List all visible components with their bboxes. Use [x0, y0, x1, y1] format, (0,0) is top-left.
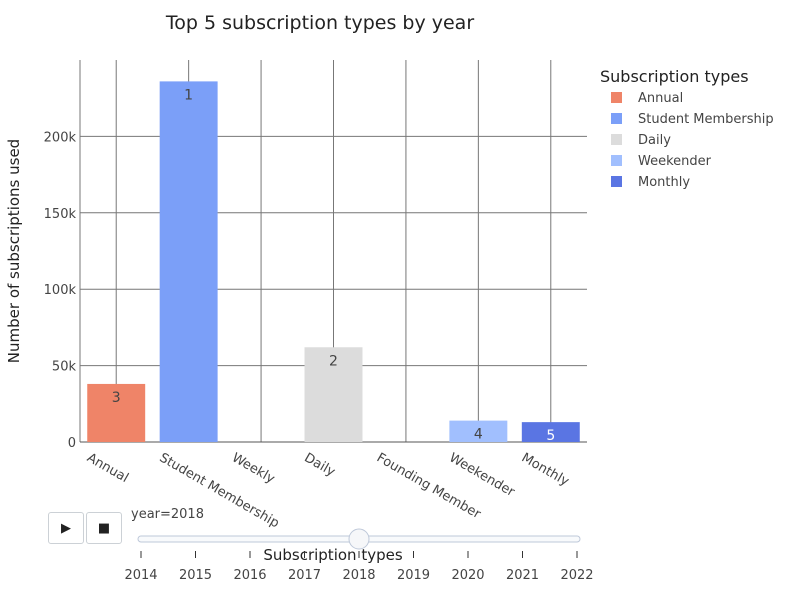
stop-button[interactable]: ■ [86, 512, 122, 544]
legend-item-label[interactable]: Annual [638, 91, 683, 106]
legend-item-label[interactable]: Weekender [638, 154, 712, 169]
bars-layer: 3 1 2 4 5 [87, 81, 580, 444]
slider-tick-label: 2017 [288, 568, 321, 583]
slider-handle[interactable] [348, 528, 370, 550]
legend-swatch[interactable] [611, 155, 622, 166]
slider-tick-label: 2019 [397, 568, 430, 583]
slider-tick-label: 2014 [124, 568, 157, 583]
x-tick-label: Weekly [229, 450, 277, 487]
bar-data-label: 2 [329, 353, 338, 369]
play-button[interactable]: ▶ [48, 512, 84, 544]
legend: Subscription types Annual Student Members… [600, 67, 774, 190]
bar-data-label: 4 [474, 427, 483, 443]
slider-tick-label: 2022 [560, 568, 593, 583]
legend-item-label[interactable]: Daily [638, 133, 671, 148]
bar-data-label: 1 [184, 87, 193, 103]
bar-student-membership [159, 81, 218, 442]
slider-tick-label: 2018 [342, 568, 375, 583]
bar-annual [87, 383, 146, 442]
y-tick-label: 200k [44, 130, 77, 145]
x-tick-label: Weekender [446, 450, 517, 500]
y-tick-label: 50k [52, 360, 77, 375]
slider-tick-label: 2021 [506, 568, 539, 583]
legend-item-label[interactable]: Student Membership [638, 112, 774, 127]
slider-tick-label: 2015 [179, 568, 212, 583]
bar-daily [304, 347, 363, 442]
bar-data-label: 3 [112, 390, 121, 406]
legend-swatch[interactable] [611, 134, 622, 145]
legend-item-label[interactable]: Monthly [638, 175, 690, 190]
slider-tick-label: 2016 [233, 568, 266, 583]
y-tick-label: 0 [68, 436, 76, 451]
y-tick-label: 150k [44, 207, 77, 222]
y-tick-label: 100k [44, 283, 77, 298]
x-tick-label: Daily [302, 450, 338, 480]
bar-data-label: 5 [546, 428, 555, 444]
year-slider[interactable]: 2014 2015 2016 2017 2018 2019 2020 2021 2022 [124, 528, 594, 583]
x-tick-label: Monthly [519, 450, 572, 489]
slider-current-value: year=2018 [131, 507, 204, 522]
y-axis-title: Number of subscriptions used [5, 139, 23, 363]
chart-title: Top 5 subscription types by year [165, 12, 474, 34]
y-axis: 0 50k 100k 150k 200k [44, 130, 77, 451]
legend-swatch[interactable] [611, 113, 622, 124]
legend-swatch[interactable] [611, 92, 622, 103]
bar-weekender [449, 420, 508, 442]
bar-monthly [521, 422, 580, 442]
slider-tick-label: 2020 [451, 568, 484, 583]
legend-title: Subscription types [600, 67, 749, 86]
x-tick-label: Annual [84, 450, 131, 486]
legend-swatch[interactable] [611, 176, 622, 187]
x-axis-title: Subscription types [263, 546, 402, 564]
